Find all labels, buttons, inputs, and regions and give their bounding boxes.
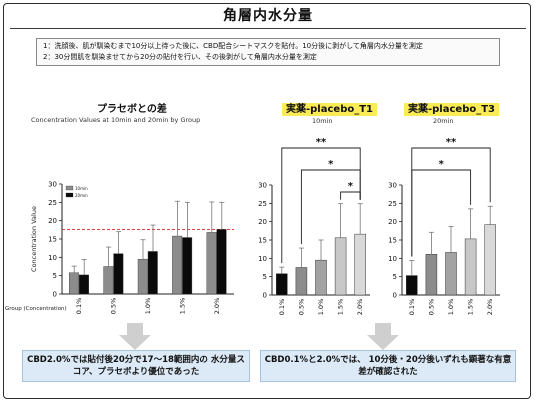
- down-arrow-icon: [119, 323, 151, 350]
- left-panel-subtitle: Concentration Values at 10min and 20min …: [31, 116, 201, 124]
- right-conclusion: CBD0.1%と2.0%では、 10分後・20分後いずれも顕著な有意差が確認され…: [260, 350, 516, 382]
- note-line-2: 2：30分間肌を馴染ませてから20分の貼付を行い、その後剥がして角層内水分量を測…: [43, 53, 317, 61]
- x-tick-label: 1.5%: [178, 298, 186, 315]
- y-tick-label: 30: [258, 182, 267, 190]
- significance-bracket: [300, 169, 361, 245]
- x-tick-label: 2.0%: [486, 299, 494, 316]
- y-tick-label: 10: [258, 255, 267, 263]
- bar: [354, 233, 366, 296]
- y-tick-label: 25: [388, 200, 397, 208]
- y-tick-label: 0: [393, 292, 397, 300]
- significance-label: *: [328, 159, 334, 170]
- significance-bracket: [340, 191, 361, 200]
- y-tick-label: 20: [258, 218, 267, 226]
- x-axis-label: Group (Concentration): [5, 306, 67, 312]
- x-tick-label: 0.5%: [110, 298, 118, 315]
- x-tick-label: 2.0%: [356, 299, 364, 316]
- bar: [334, 237, 347, 296]
- legend-swatch-10min: [65, 185, 74, 191]
- y-tick-label: 15: [48, 236, 57, 244]
- x-tick-label: 1.0%: [447, 299, 455, 316]
- x-tick-label: 2.0%: [213, 298, 221, 315]
- bar: [425, 254, 438, 296]
- significance-label: *: [348, 181, 354, 192]
- y-tick-label: 10: [48, 254, 57, 262]
- x-tick-label: 0.5%: [427, 299, 435, 316]
- legend-label: 10min: [75, 186, 88, 191]
- left-grouped-bar-chart: 0 5 10 15 20 25 30 Concentration Value 0.1% 0.5% 1…: [5, 181, 234, 315]
- bar: [406, 275, 418, 296]
- right-bar-chart: 0 5 10 15 20 25 30 0.1% 0.5% 1.0% 1.5% 2.0% ***: [388, 137, 500, 316]
- bar: [276, 273, 288, 296]
- mid-panel-title: 実薬-placebo_T1: [282, 100, 378, 116]
- y-tick-label: 10: [388, 255, 397, 263]
- y-tick-label: 5: [393, 273, 397, 281]
- bar: [484, 224, 496, 296]
- slide-frame: [3, 3, 531, 399]
- significance-bracket: [411, 169, 472, 257]
- bar: [445, 252, 457, 296]
- legend-swatch-20min: [65, 192, 74, 198]
- y-tick-label: 20: [388, 218, 397, 226]
- y-tick-label: 25: [258, 200, 267, 208]
- x-tick-label: 1.0%: [317, 299, 325, 316]
- y-tick-label: 30: [388, 182, 397, 190]
- y-axis-label: Concentration Value: [30, 206, 38, 272]
- bar-20min: [78, 274, 89, 295]
- x-tick-label: 0.5%: [297, 299, 305, 316]
- bar-10min: [172, 235, 183, 295]
- bar: [464, 238, 477, 296]
- title-divider: [10, 28, 526, 29]
- significance-label: **: [446, 137, 457, 148]
- y-tick-label: 15: [258, 237, 267, 245]
- x-tick-label: 0.1%: [75, 298, 83, 315]
- bar: [295, 267, 308, 296]
- x-tick-label: 0.1%: [278, 299, 286, 316]
- left-panel-title: プラセボとの差: [97, 104, 167, 115]
- mid-panel-subtitle: 10min: [312, 117, 333, 125]
- bar-10min: [68, 272, 79, 295]
- x-tick-label: 0.1%: [408, 299, 416, 316]
- y-tick-label: 5: [53, 272, 57, 280]
- x-tick-label: 1.5%: [337, 299, 345, 316]
- down-arrow-icon: [367, 323, 399, 350]
- legend-label: 20min: [75, 193, 88, 198]
- bar-20min: [147, 251, 158, 295]
- page-title: 角層内水分量: [223, 8, 313, 24]
- bar-20min: [113, 253, 124, 295]
- bar-10min: [137, 258, 148, 295]
- y-tick-label: 15: [388, 237, 397, 245]
- y-tick-label: 25: [48, 199, 57, 207]
- significance-label: **: [316, 137, 327, 148]
- significance-label: *: [439, 159, 445, 170]
- method-notes: 1：洗顔後、肌が馴染むまで10分以上待った後に、CBD配合シートマスクを貼付。1…: [36, 38, 500, 66]
- bar-20min: [182, 237, 193, 295]
- bar-10min: [206, 232, 217, 295]
- y-tick-label: 0: [53, 291, 57, 299]
- bar: [315, 259, 327, 296]
- y-tick-label: 30: [48, 181, 57, 189]
- right-panel-subtitle: 20min: [433, 117, 454, 125]
- bar-10min: [103, 266, 114, 295]
- y-tick-label: 20: [48, 217, 57, 225]
- right-panel-title: 実薬-placebo_T3: [404, 100, 500, 116]
- x-tick-label: 1.5%: [467, 299, 475, 316]
- x-tick-label: 1.0%: [144, 298, 152, 315]
- y-tick-label: 5: [263, 273, 267, 281]
- bar-20min: [216, 229, 227, 295]
- y-tick-label: 0: [263, 292, 267, 300]
- left-conclusion: CBD2.0%では貼付後20分で17～18範囲内の 水分量スコア、プラセボより優…: [22, 350, 250, 382]
- note-line-1: 1：洗顔後、肌が馴染むまで10分以上待った後に、CBD配合シートマスクを貼付。1…: [43, 42, 423, 50]
